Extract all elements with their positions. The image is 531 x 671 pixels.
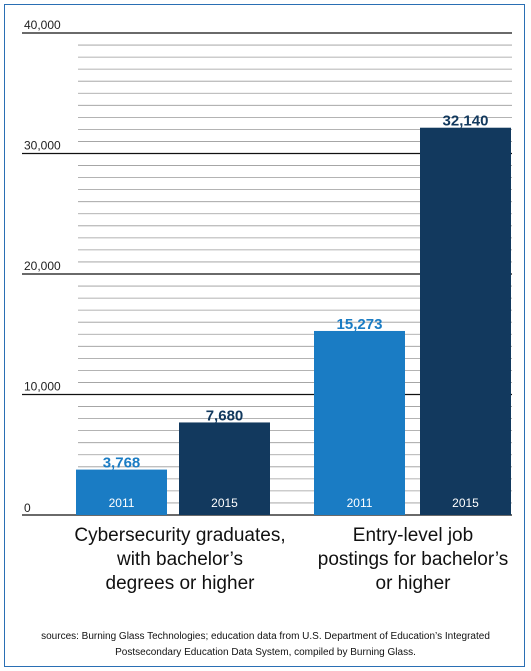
bar-year-label: 2015 — [452, 496, 479, 510]
sources-note: sources: Burning Glass Technologies; edu… — [41, 631, 490, 658]
bar-year-label: 2015 — [211, 496, 238, 510]
y-tick-label: 20,000 — [24, 259, 61, 273]
y-tick-label: 0 — [24, 501, 31, 515]
bar-year-label: 2011 — [109, 496, 135, 510]
y-tick-label: 30,000 — [24, 139, 61, 153]
group-label-entry-level-postings: Entry-level job postings for bachelor’s … — [317, 525, 509, 594]
y-tick-label: 40,000 — [24, 18, 61, 32]
group-label-cybersecurity-graduates: Cybersecurity graduates, with bachelor’s… — [74, 525, 286, 594]
bar-value-label: 32,140 — [443, 113, 489, 130]
bar — [314, 330, 405, 515]
bar-year-label: 2011 — [347, 496, 373, 510]
y-tick-label: 10,000 — [24, 380, 61, 394]
bar — [76, 469, 167, 515]
bar-value-label: 3,768 — [103, 455, 141, 472]
bar — [179, 422, 270, 515]
chart-frame — [4, 4, 525, 667]
bar-value-label: 15,273 — [337, 316, 383, 333]
bar — [420, 127, 511, 515]
bar-value-label: 7,680 — [206, 407, 244, 424]
